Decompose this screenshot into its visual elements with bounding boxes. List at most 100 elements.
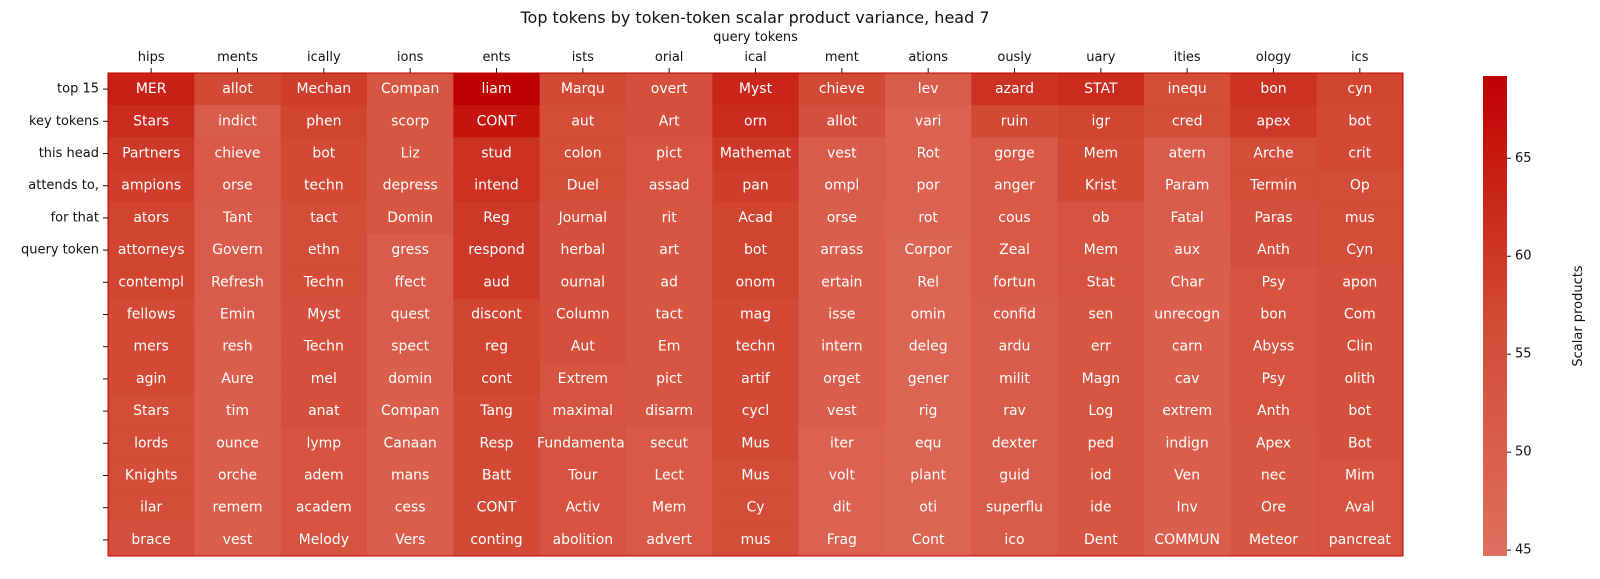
cell-token: CONT (477, 500, 517, 516)
heatmap-cell (194, 298, 282, 332)
heatmap-cell (971, 201, 1059, 235)
heatmap-cell (108, 427, 195, 460)
cell-token: Termin (1249, 178, 1297, 194)
heatmap-cell (367, 459, 454, 493)
cell-token: Aut (571, 339, 595, 355)
heatmap-cell (798, 459, 886, 493)
heatmap-cell (280, 330, 368, 364)
heatmap-cell (1230, 266, 1318, 299)
heatmap-cell (626, 105, 713, 138)
cell-token: Techn (303, 339, 344, 355)
cell-token: Corpor (905, 242, 953, 258)
cell-token: omin (911, 307, 946, 323)
cell-token: Paras (1254, 210, 1292, 226)
cell-token: STAT (1084, 81, 1118, 97)
cell-token: Myst (739, 81, 773, 97)
cell-token: ilar (140, 500, 162, 516)
heatmap-cell (798, 137, 886, 171)
cell-token: Aure (221, 371, 254, 387)
heatmap-cell (194, 491, 282, 525)
cell-token: spect (391, 339, 429, 355)
heatmap-cell (108, 298, 195, 332)
heatmap-cell (539, 234, 627, 267)
heatmap-cell (885, 395, 972, 428)
cell-token: Arche (1253, 146, 1293, 162)
heatmap-cell (971, 234, 1059, 267)
cell-token: dit (833, 500, 852, 516)
cell-token: colon (564, 146, 602, 162)
cell-token: vest (827, 146, 857, 162)
cell-token: stud (481, 146, 512, 162)
heatmap-cell (194, 523, 282, 557)
cell-token: Tant (222, 210, 253, 226)
colorbar-tick-label: 55 (1515, 347, 1532, 362)
cell-token: Resp (480, 435, 514, 451)
heatmap-cell (798, 73, 886, 106)
x-tick-label: ities (1174, 50, 1201, 65)
heatmap-cell (194, 137, 282, 171)
cell-token: Stars (133, 113, 169, 129)
cell-token: artif (741, 371, 771, 387)
cell-token: contempl (118, 274, 184, 290)
heatmap-cell (453, 298, 541, 332)
cell-token: vest (827, 403, 857, 419)
heatmap-cell (626, 137, 713, 171)
heatmap-cell (626, 330, 713, 364)
heatmap-cell (798, 427, 886, 460)
heatmap-cell (798, 266, 886, 299)
cell-token: Liz (401, 146, 420, 162)
x-axis-label: query tokens (713, 30, 798, 45)
heatmap-cell (280, 395, 368, 428)
cell-token: ffect (394, 274, 426, 290)
cell-token: Vers (395, 532, 425, 548)
cell-token: confid (993, 307, 1036, 323)
cell-token: COMMUN (1154, 532, 1220, 548)
cell-token: Column (556, 307, 610, 323)
heatmap-cell (1316, 137, 1404, 171)
heatmap-cell (453, 169, 541, 203)
heatmap-cell (539, 137, 627, 171)
heatmap-cell (194, 73, 282, 106)
heatmap-cell (798, 298, 886, 332)
heatmap-cell (1230, 459, 1318, 493)
heatmap-cell (1144, 137, 1231, 171)
heatmap-cell (1230, 169, 1318, 203)
heatmap-cell (1316, 459, 1404, 493)
heatmap-cell (1316, 395, 1404, 428)
cell-token: Inv (1177, 500, 1198, 516)
cell-token: Fundamental (537, 435, 629, 451)
cell-token: phen (306, 113, 341, 129)
heatmap-cell (712, 491, 800, 525)
heatmap-cell (280, 169, 368, 203)
heatmap-cell (1144, 105, 1231, 138)
heatmap-cell (626, 201, 713, 235)
cell-token: Op (1350, 178, 1370, 194)
heatmap-cell (712, 266, 800, 299)
cell-token: intend (474, 178, 519, 194)
heatmap-cell (1144, 395, 1231, 428)
heatmap-cell (539, 298, 627, 332)
heatmap-cell (194, 234, 282, 267)
heatmap-cell (453, 362, 541, 396)
heatmap-cell (1144, 427, 1231, 460)
cell-token: cav (1175, 371, 1200, 387)
cell-token: fellows (127, 307, 176, 323)
cell-token: Art (659, 113, 680, 129)
cell-token: arrass (820, 242, 863, 258)
y-tick-label: this head (39, 146, 99, 161)
cell-token: ertain (821, 274, 862, 290)
cell-token: orse (222, 178, 252, 194)
heatmap-cell (626, 298, 713, 332)
heatmap-cell (1316, 266, 1404, 299)
cell-token: Anth (1257, 242, 1290, 258)
cell-token: adem (304, 468, 344, 484)
cell-token: Acad (738, 210, 773, 226)
heatmap-cell (798, 395, 886, 428)
cell-token: secut (650, 435, 688, 451)
cell-token: overt (651, 81, 688, 97)
heatmap-cell (1144, 523, 1231, 557)
heatmap-cell (885, 137, 972, 171)
cell-token: rig (919, 403, 938, 419)
heatmap-cell (453, 491, 541, 525)
cell-token: bon (1260, 307, 1286, 323)
